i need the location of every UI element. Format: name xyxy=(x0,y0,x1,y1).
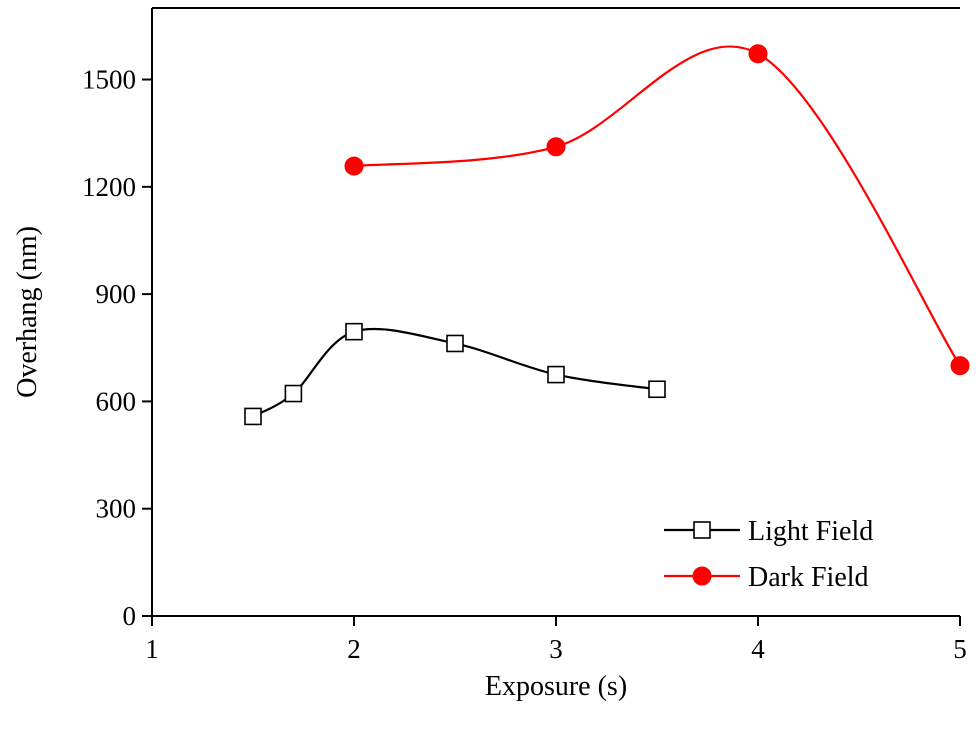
x-tick-label: 2 xyxy=(347,634,361,664)
series-layer xyxy=(244,44,970,426)
series-line xyxy=(353,45,961,367)
data-point xyxy=(648,380,666,399)
y-axis-title: Overhang (nm) xyxy=(12,226,43,398)
legend-item: Light Field xyxy=(664,516,873,547)
y-tick-label: 1200 xyxy=(82,172,136,202)
legend-marker xyxy=(692,566,712,586)
legend-label: Dark Field xyxy=(748,562,869,593)
x-axis-title: Exposure (s) xyxy=(485,671,627,702)
data-point xyxy=(748,44,768,64)
legend: Light Field Dark Field xyxy=(664,516,873,593)
axes: 1 2 3 4 5 0 300 600 900 1200 1500 xyxy=(82,7,967,664)
data-point xyxy=(344,156,364,176)
series-dark-field xyxy=(344,44,970,376)
data-point xyxy=(244,407,262,426)
data-point xyxy=(546,137,566,157)
data-point xyxy=(547,365,565,384)
legend-item: Dark Field xyxy=(664,562,869,593)
series-light-field xyxy=(244,322,666,426)
y-tick-label: 1500 xyxy=(82,65,136,95)
data-point xyxy=(446,334,464,353)
x-tick-label: 1 xyxy=(145,634,159,664)
x-tick-label: 3 xyxy=(549,634,563,664)
legend-marker xyxy=(693,521,711,539)
x-tick-label: 5 xyxy=(953,634,967,664)
y-tick-label: 0 xyxy=(123,601,137,631)
y-tick-label: 300 xyxy=(96,494,137,524)
legend-label: Light Field xyxy=(748,516,873,547)
y-tick-label: 900 xyxy=(96,279,137,309)
data-point xyxy=(950,356,970,376)
data-point xyxy=(284,384,303,403)
x-tick-label: 4 xyxy=(751,634,765,664)
data-point xyxy=(345,322,363,341)
y-tick-label: 600 xyxy=(96,386,137,416)
